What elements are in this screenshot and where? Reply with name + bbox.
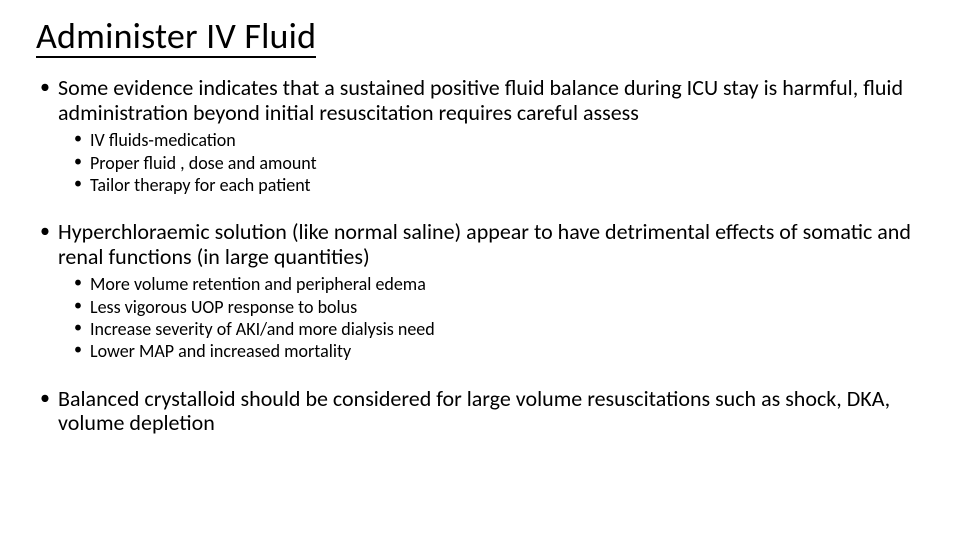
list-item: Proper fluid , dose and amount — [74, 152, 932, 174]
bullet-list: Hyperchloraemic solution (like normal sa… — [40, 220, 932, 363]
bullet-text: More volume retention and peripheral ede… — [90, 273, 426, 295]
bullet-text: Lower MAP and increased mortality — [90, 340, 351, 362]
sub-bullet-list: More volume retention and peripheral ede… — [74, 273, 932, 362]
list-item: Increase severity of AKI/and more dialys… — [74, 318, 932, 340]
bullet-text: Some evidence indicates that a sustained… — [58, 74, 903, 126]
bullet-text: Hyperchloraemic solution (like normal sa… — [58, 218, 911, 270]
bullet-list: Balanced crystalloid should be considere… — [40, 387, 932, 436]
list-item: Lower MAP and increased mortality — [74, 340, 932, 362]
bullet-list: Some evidence indicates that a sustained… — [40, 76, 932, 196]
bullet-text: Increase severity of AKI/and more dialys… — [90, 318, 435, 340]
list-item: Less vigorous UOP response to bolus — [74, 296, 932, 318]
list-item: Tailor therapy for each patient — [74, 174, 932, 196]
bullet-text: Balanced crystalloid should be considere… — [58, 385, 890, 437]
bullet-text: Tailor therapy for each patient — [90, 174, 311, 196]
bullet-text: Less vigorous UOP response to bolus — [90, 296, 357, 318]
bullet-text: Proper fluid , dose and amount — [90, 152, 317, 174]
list-item: IV fluids-medication — [74, 129, 932, 151]
bullet-text: IV fluids-medication — [90, 129, 236, 151]
list-item: Hyperchloraemic solution (like normal sa… — [40, 220, 932, 363]
slide-title: Administer IV Fluid — [36, 14, 932, 58]
list-item: More volume retention and peripheral ede… — [74, 273, 932, 295]
sub-bullet-list: IV fluids-medication Proper fluid , dose… — [74, 129, 932, 196]
slide: Administer IV Fluid Some evidence indica… — [0, 0, 960, 540]
list-item: Some evidence indicates that a sustained… — [40, 76, 932, 196]
list-item: Balanced crystalloid should be considere… — [40, 387, 932, 436]
